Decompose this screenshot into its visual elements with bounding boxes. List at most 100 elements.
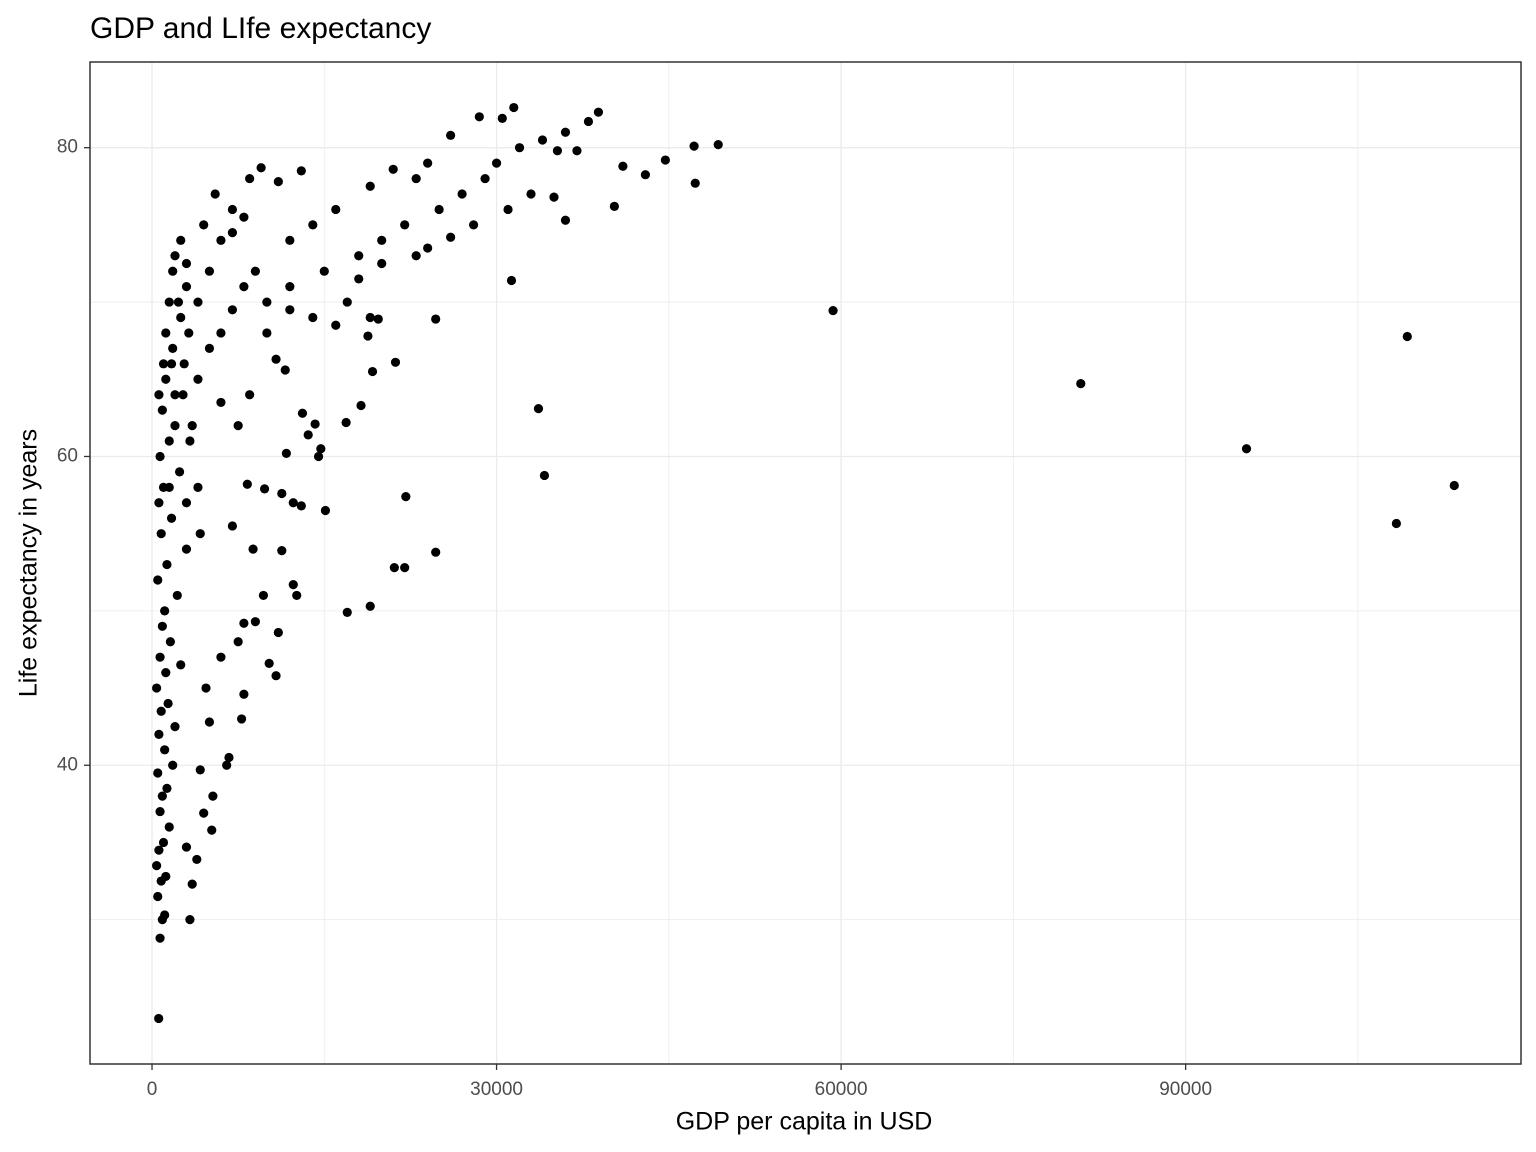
grid (90, 62, 1521, 1064)
point (172, 590, 182, 601)
point (354, 274, 364, 284)
point (411, 251, 421, 261)
point (170, 722, 180, 732)
point (239, 212, 249, 222)
point (259, 484, 270, 494)
point (560, 127, 571, 137)
point (164, 822, 174, 832)
point (388, 164, 398, 174)
point (446, 232, 456, 242)
point (281, 448, 291, 458)
point (423, 243, 433, 253)
point (204, 343, 215, 353)
point (195, 765, 205, 775)
point (155, 652, 165, 662)
plot-frame (89, 61, 1522, 1065)
point (468, 220, 479, 230)
point (179, 359, 189, 369)
point (1391, 518, 1401, 529)
points (152, 102, 1459, 1024)
y-tick-label: 60 (57, 445, 78, 466)
point (210, 189, 220, 199)
x-tick-label: 90000 (1159, 1079, 1212, 1100)
point (537, 135, 548, 145)
point (245, 173, 255, 184)
point (164, 482, 174, 492)
point (277, 546, 287, 556)
point (193, 374, 203, 384)
point (181, 842, 192, 852)
point (308, 220, 318, 230)
x-tick-label: 0 (147, 1079, 158, 1100)
point (168, 266, 178, 276)
point (165, 637, 175, 647)
point (480, 173, 490, 184)
point (181, 282, 192, 292)
point (331, 320, 341, 330)
point (216, 328, 226, 338)
point (457, 189, 467, 199)
point (208, 791, 218, 801)
point (181, 258, 192, 269)
point (173, 297, 184, 307)
point (154, 729, 164, 739)
point (434, 204, 444, 215)
point (166, 359, 177, 369)
point (160, 910, 170, 920)
point (474, 112, 484, 122)
point (181, 498, 192, 508)
point (239, 618, 249, 628)
point (156, 706, 166, 716)
point (377, 258, 387, 269)
point (331, 204, 341, 215)
point (154, 390, 164, 400)
point (411, 173, 421, 184)
point (224, 752, 234, 763)
point (618, 161, 628, 171)
point (201, 683, 211, 693)
point (233, 637, 243, 647)
point (192, 854, 202, 865)
point (400, 563, 410, 573)
point (161, 374, 171, 384)
point (296, 501, 306, 511)
point (168, 343, 178, 353)
point (233, 420, 243, 431)
point (285, 282, 295, 292)
point (174, 467, 185, 477)
point (207, 825, 217, 835)
point (363, 331, 373, 341)
point (526, 189, 536, 199)
y-tick-label: 40 (57, 754, 78, 775)
point (506, 275, 517, 286)
point (162, 783, 172, 794)
point (365, 181, 375, 191)
point (155, 933, 165, 943)
point (168, 760, 178, 770)
point (227, 521, 238, 531)
point (539, 470, 550, 481)
point (316, 444, 326, 454)
point (155, 451, 165, 462)
point (153, 891, 163, 902)
point (161, 668, 171, 678)
point (431, 314, 441, 324)
point (153, 768, 163, 778)
point (158, 837, 169, 848)
point (288, 498, 298, 508)
point (713, 139, 723, 150)
point (154, 498, 164, 508)
point (157, 791, 167, 801)
point (491, 158, 502, 168)
point (236, 714, 247, 724)
point (204, 717, 215, 727)
point (292, 590, 302, 601)
point (250, 617, 260, 627)
point (216, 397, 226, 408)
point (193, 482, 203, 492)
point (431, 547, 441, 557)
point (356, 400, 366, 411)
point (273, 177, 283, 187)
point (273, 627, 283, 638)
point (164, 436, 174, 446)
